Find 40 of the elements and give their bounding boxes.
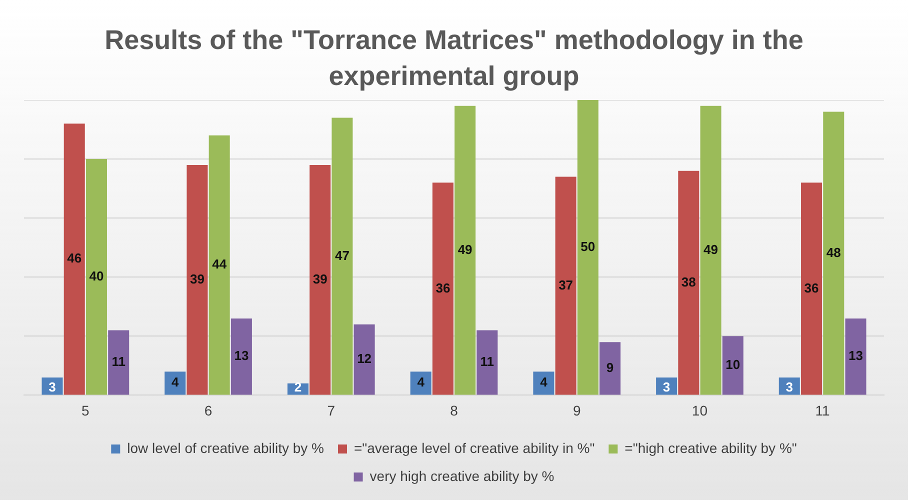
data-label: 12 [357,351,372,366]
data-label: 11 [112,354,126,370]
data-label: 36 [436,280,450,296]
data-label: 36 [804,280,819,296]
x-tick-label: 7 [327,402,336,418]
data-label: 46 [67,250,82,266]
data-label: 3 [48,379,56,394]
x-tick-label: 9 [572,402,581,418]
data-label: 39 [312,271,328,286]
x-tick-label: 10 [692,402,708,418]
x-tick-label: 11 [815,402,830,418]
data-label: 10 [726,357,740,372]
data-label: 13 [848,348,863,364]
data-label: 37 [558,277,574,292]
data-label: 38 [681,274,696,290]
x-tick-label: 8 [450,402,458,418]
data-label: 4 [171,374,180,390]
data-label: 2 [294,379,302,394]
data-label: 4 [417,374,426,390]
legend-label: low level of creative ability by % [127,440,324,456]
data-label: 11 [480,354,494,370]
legend-label: very high creative ability by % [370,468,554,484]
data-label: 44 [212,256,228,272]
data-label: 3 [786,379,794,394]
x-tick-label: 6 [204,402,212,418]
data-label: 40 [89,268,104,284]
data-label: 4 [540,374,548,390]
data-label: 50 [580,238,596,254]
data-label: 13 [234,348,249,364]
data-label: 39 [190,271,204,286]
data-label: 48 [826,244,841,260]
data-label: 49 [704,242,718,257]
x-tick-label: 5 [82,402,90,418]
data-label: 3 [662,379,670,394]
legend-label: ="high creative ability by %" [624,440,797,456]
legend-label: ="average level of creative ability in %" [354,440,595,456]
data-label: 49 [458,242,472,257]
data-label: 47 [334,248,350,263]
data-label: 9 [606,360,614,375]
chart-title: Results of the "Torrance Matrices" methodology in the experimental group [104,24,804,93]
